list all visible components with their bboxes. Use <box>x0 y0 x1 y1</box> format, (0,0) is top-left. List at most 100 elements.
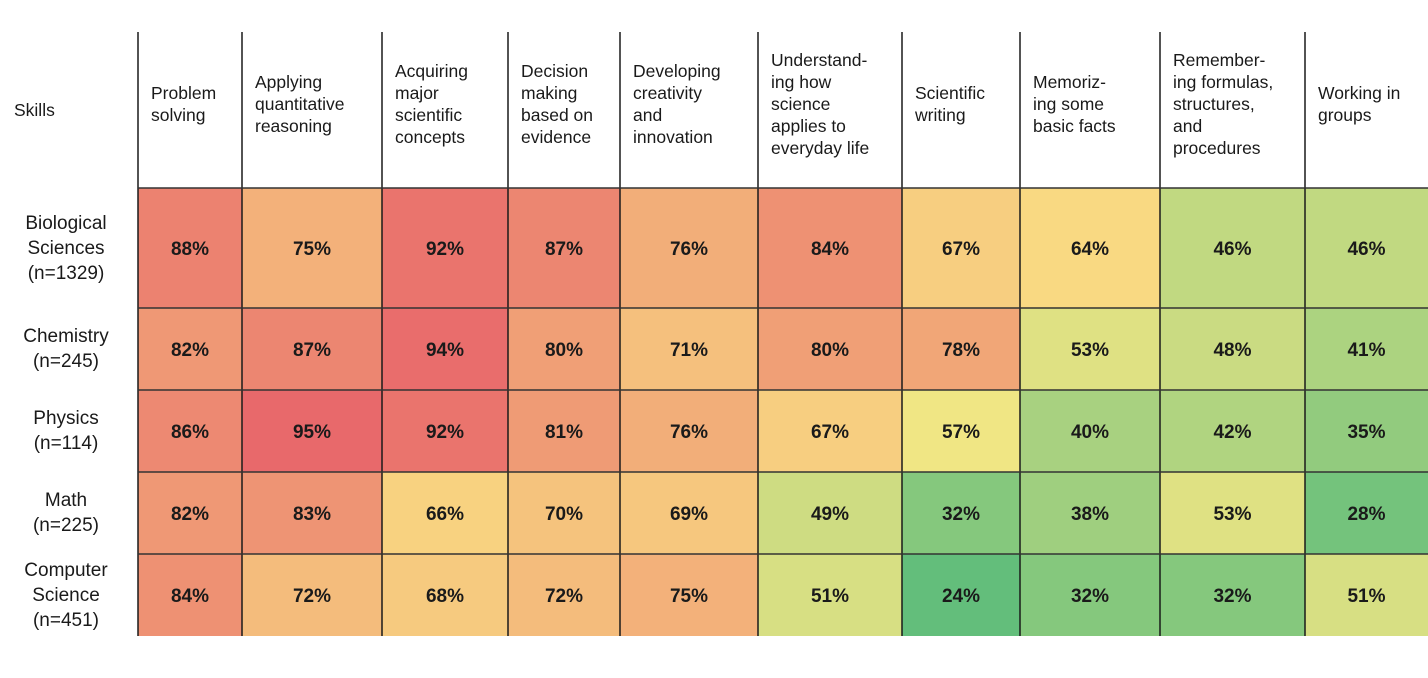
row-label: Math(n=225) <box>33 490 99 536</box>
cell-value-label: 82% <box>171 504 209 525</box>
cell-value-label: 72% <box>545 586 583 607</box>
cell-value-label: 69% <box>670 504 708 525</box>
cell-value-label: 86% <box>171 422 209 443</box>
cell-value-label: 75% <box>293 239 331 260</box>
heatmap-cell <box>1160 188 1305 308</box>
heatmap-cell <box>508 472 620 554</box>
cell-value-label: 66% <box>426 504 464 525</box>
heatmap-cell <box>1020 554 1160 636</box>
corner-label: Skills <box>14 100 55 120</box>
heatmap-cell <box>138 472 242 554</box>
heatmap-cell <box>620 188 758 308</box>
cell-value-label: 32% <box>942 504 980 525</box>
heatmap-cell <box>758 472 902 554</box>
heatmap-cell <box>758 308 902 390</box>
heatmap-cell <box>508 188 620 308</box>
cell-value-label: 48% <box>1213 340 1251 361</box>
cell-value-label: 87% <box>293 340 331 361</box>
heatmap-cell <box>1305 472 1428 554</box>
heatmap-cell <box>758 390 902 472</box>
cell-value-label: 51% <box>1347 586 1385 607</box>
cell-value-label: 83% <box>293 504 331 525</box>
heatmap-cell <box>620 390 758 472</box>
cell-value-label: 71% <box>670 340 708 361</box>
cell-value-label: 78% <box>942 340 980 361</box>
cell-value-label: 84% <box>171 586 209 607</box>
cell-value-label: 87% <box>545 239 583 260</box>
heatmap-cell <box>1305 308 1428 390</box>
heatmap-cell <box>382 472 508 554</box>
cell-value-label: 46% <box>1213 239 1251 260</box>
heatmap-cell <box>1160 554 1305 636</box>
cell-value-label: 38% <box>1071 504 1109 525</box>
cell-value-label: 28% <box>1347 504 1385 525</box>
heatmap-cell <box>902 308 1020 390</box>
cell-value-label: 80% <box>545 340 583 361</box>
cell-value-label: 64% <box>1071 239 1109 260</box>
cell-value-label: 67% <box>942 239 980 260</box>
heatmap-cell <box>242 308 382 390</box>
cell-value-label: 94% <box>426 340 464 361</box>
cell-value-label: 67% <box>811 422 849 443</box>
heatmap-cell <box>1160 308 1305 390</box>
cell-value-label: 24% <box>942 586 980 607</box>
heatmap-cell <box>1020 390 1160 472</box>
heatmap-cell <box>242 554 382 636</box>
cell-value-label: 70% <box>545 504 583 525</box>
row-label: Physics(n=114) <box>33 408 98 454</box>
cell-value-label: 76% <box>670 422 708 443</box>
cell-value-label: 76% <box>670 239 708 260</box>
heatmap-cell <box>382 188 508 308</box>
heatmap-cell <box>620 554 758 636</box>
heatmap-cell <box>1160 472 1305 554</box>
cell-value-label: 80% <box>811 340 849 361</box>
cell-value-label: 53% <box>1071 340 1109 361</box>
heatmap-cell <box>382 390 508 472</box>
heatmap-cell <box>242 472 382 554</box>
cell-value-label: 46% <box>1347 239 1385 260</box>
heatmap-cell <box>508 554 620 636</box>
cell-value-label: 51% <box>811 586 849 607</box>
cell-value-label: 88% <box>171 239 209 260</box>
cell-value-label: 41% <box>1347 340 1385 361</box>
cell-value-label: 32% <box>1071 586 1109 607</box>
heatmap-cell <box>242 188 382 308</box>
column-header: Remember-ing formulas,structures,andproc… <box>1173 50 1273 158</box>
cell-value-label: 92% <box>426 239 464 260</box>
heatmap-cell <box>1160 390 1305 472</box>
heatmap-cell <box>758 188 902 308</box>
heatmap-cell <box>1305 390 1428 472</box>
cell-value-label: 53% <box>1213 504 1251 525</box>
heatmap-cell <box>1020 308 1160 390</box>
cell-value-label: 81% <box>545 422 583 443</box>
cell-value-label: 72% <box>293 586 331 607</box>
cell-value-label: 40% <box>1071 422 1109 443</box>
heatmap-cell <box>508 390 620 472</box>
cell-value-label: 84% <box>811 239 849 260</box>
heatmap-cell <box>1020 472 1160 554</box>
heatmap-cell <box>242 390 382 472</box>
heatmap-cell <box>902 554 1020 636</box>
heatmap-cell <box>620 472 758 554</box>
heatmap-cell <box>382 554 508 636</box>
cell-value-label: 68% <box>426 586 464 607</box>
cell-value-label: 49% <box>811 504 849 525</box>
cell-value-label: 32% <box>1213 586 1251 607</box>
heatmap-cell <box>1305 554 1428 636</box>
heatmap-cell <box>138 390 242 472</box>
cell-value-label: 95% <box>293 422 331 443</box>
cell-value-label: 92% <box>426 422 464 443</box>
heatmap-cell <box>138 554 242 636</box>
heatmap-cell <box>138 308 242 390</box>
heatmap-cell <box>382 308 508 390</box>
